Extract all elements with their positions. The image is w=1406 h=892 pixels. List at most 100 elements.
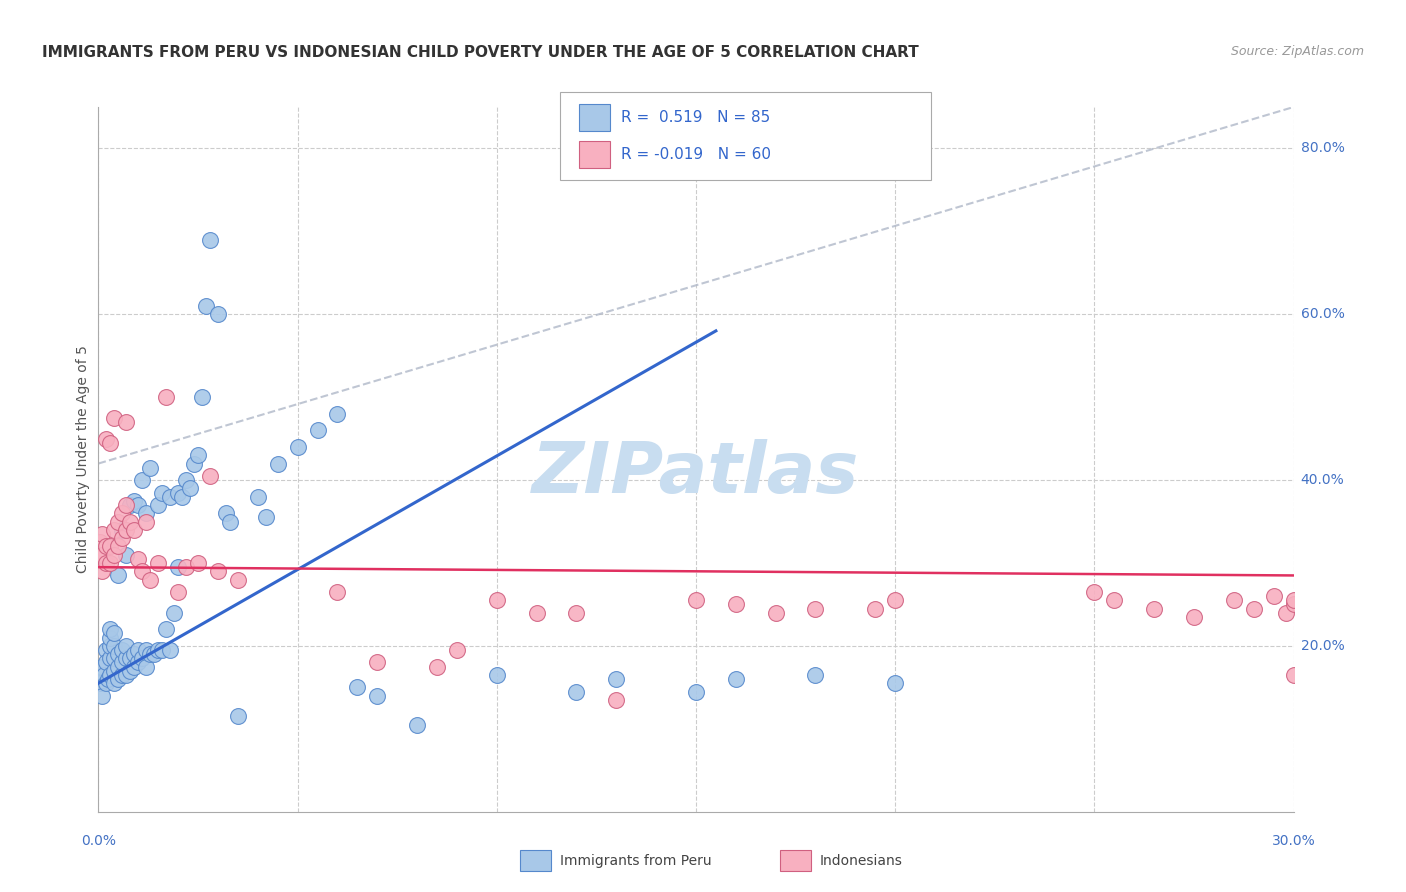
Point xyxy=(155,390,177,404)
Point xyxy=(167,485,190,500)
Point xyxy=(107,647,129,661)
Point xyxy=(135,643,157,657)
Point xyxy=(174,560,197,574)
Point xyxy=(1083,585,1105,599)
Point xyxy=(139,573,162,587)
Point xyxy=(307,423,329,437)
Point xyxy=(115,523,138,537)
Point xyxy=(103,639,125,653)
Point xyxy=(1274,606,1296,620)
Point xyxy=(103,664,125,678)
Point xyxy=(107,672,129,686)
Text: Immigrants from Peru: Immigrants from Peru xyxy=(560,854,711,868)
Point xyxy=(127,498,149,512)
Point xyxy=(96,556,118,570)
Point xyxy=(89,676,111,690)
Point xyxy=(287,440,309,454)
Point xyxy=(148,556,170,570)
Text: R = -0.019   N = 60: R = -0.019 N = 60 xyxy=(621,147,772,161)
Point xyxy=(159,490,181,504)
Point xyxy=(120,651,142,665)
Point xyxy=(191,390,214,404)
Point xyxy=(135,659,157,673)
Point xyxy=(111,523,134,537)
Point xyxy=(98,623,122,637)
Point xyxy=(103,676,125,690)
Point xyxy=(124,523,146,537)
Point xyxy=(120,515,142,529)
Point xyxy=(135,515,157,529)
Point xyxy=(139,647,162,661)
Text: 80.0%: 80.0% xyxy=(1301,142,1344,155)
Point xyxy=(207,307,229,321)
Point xyxy=(135,506,157,520)
Point xyxy=(97,672,120,686)
Point xyxy=(96,432,118,446)
Point xyxy=(1104,593,1126,607)
Point xyxy=(179,482,201,496)
Point xyxy=(143,647,166,661)
Text: 60.0%: 60.0% xyxy=(1301,308,1344,321)
Point xyxy=(107,659,129,673)
Point xyxy=(98,651,122,665)
Point xyxy=(131,564,153,578)
Point xyxy=(215,506,238,520)
Point xyxy=(724,598,747,612)
Point xyxy=(406,717,429,731)
Point xyxy=(724,672,747,686)
Point xyxy=(103,523,125,537)
Point xyxy=(565,606,588,620)
Point xyxy=(111,643,134,657)
Point xyxy=(426,659,449,673)
Point xyxy=(163,606,186,620)
Point xyxy=(346,681,368,695)
Point xyxy=(89,548,111,562)
Point xyxy=(167,560,190,574)
Point xyxy=(131,651,153,665)
Text: Indonesians: Indonesians xyxy=(820,854,903,868)
Point xyxy=(155,623,177,637)
Point xyxy=(485,593,508,607)
Point xyxy=(1243,601,1265,615)
Point xyxy=(685,593,707,607)
Point xyxy=(326,585,349,599)
Point xyxy=(103,548,125,562)
Point xyxy=(159,643,181,657)
Point xyxy=(1282,598,1305,612)
Y-axis label: Child Poverty Under the Age of 5: Child Poverty Under the Age of 5 xyxy=(76,345,90,574)
Point xyxy=(366,656,388,670)
Text: ZIPatlas: ZIPatlas xyxy=(533,439,859,508)
Point xyxy=(187,448,209,462)
Point xyxy=(91,527,114,541)
Point xyxy=(111,668,134,682)
Point xyxy=(103,626,125,640)
Point xyxy=(865,601,887,615)
Point xyxy=(93,668,115,682)
Point xyxy=(765,606,787,620)
Point xyxy=(148,498,170,512)
Point xyxy=(167,585,190,599)
Point xyxy=(115,668,138,682)
Point xyxy=(526,606,548,620)
Point xyxy=(1223,593,1246,607)
Point xyxy=(254,510,277,524)
Point xyxy=(131,473,153,487)
Point xyxy=(198,233,221,247)
Point xyxy=(605,672,627,686)
Point xyxy=(98,631,122,645)
Point xyxy=(96,656,118,670)
Point xyxy=(485,668,508,682)
Point xyxy=(91,548,114,562)
Text: R =  0.519   N = 85: R = 0.519 N = 85 xyxy=(621,111,770,125)
Point xyxy=(150,643,173,657)
Point xyxy=(884,593,907,607)
Point xyxy=(96,540,118,554)
Point xyxy=(124,647,146,661)
Point xyxy=(226,709,249,723)
Point xyxy=(96,643,118,657)
Point xyxy=(91,564,114,578)
Point xyxy=(1143,601,1166,615)
Point xyxy=(127,643,149,657)
Text: 20.0%: 20.0% xyxy=(1301,639,1344,653)
Point xyxy=(107,540,129,554)
